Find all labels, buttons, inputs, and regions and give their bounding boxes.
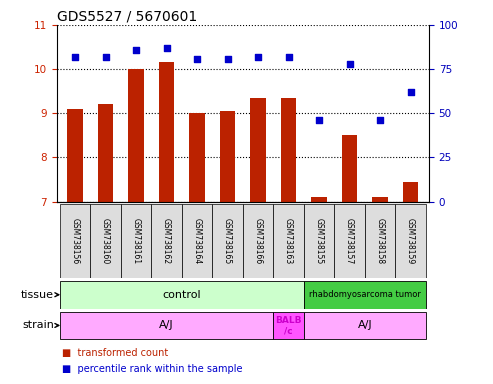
Bar	[212, 204, 243, 278]
Bar	[121, 204, 151, 278]
Text: ■  transformed count: ■ transformed count	[62, 348, 168, 358]
Point	[284, 54, 292, 60]
Bar	[365, 204, 395, 278]
Text: GSM738158: GSM738158	[376, 218, 385, 264]
Bar	[273, 312, 304, 339]
Bar	[304, 312, 426, 339]
Point	[407, 89, 415, 95]
Bar	[250, 98, 266, 202]
Bar	[151, 204, 182, 278]
Bar	[395, 204, 426, 278]
Text: GSM738162: GSM738162	[162, 218, 171, 264]
Text: A/J: A/J	[357, 320, 372, 331]
Text: tissue: tissue	[21, 290, 54, 300]
Text: control: control	[163, 290, 201, 300]
Bar	[304, 204, 334, 278]
Bar	[220, 111, 235, 202]
Text: GSM738155: GSM738155	[315, 218, 323, 264]
Point	[71, 54, 79, 60]
Point	[224, 55, 232, 61]
Text: A/J: A/J	[159, 320, 174, 331]
Text: BALB
/c: BALB /c	[275, 316, 302, 335]
Bar	[159, 63, 174, 202]
Text: GSM738160: GSM738160	[101, 218, 110, 264]
Bar	[68, 109, 83, 202]
Bar	[243, 204, 273, 278]
Text: GSM738166: GSM738166	[253, 218, 263, 264]
Bar	[98, 104, 113, 202]
Bar	[60, 312, 273, 339]
Bar	[334, 204, 365, 278]
Bar	[281, 98, 296, 202]
Point	[163, 45, 171, 51]
Point	[254, 54, 262, 60]
Bar	[312, 197, 327, 202]
Bar	[90, 204, 121, 278]
Point	[193, 55, 201, 61]
Text: GSM738164: GSM738164	[193, 218, 202, 264]
Text: strain: strain	[22, 320, 54, 331]
Text: GDS5527 / 5670601: GDS5527 / 5670601	[57, 10, 197, 24]
Text: rhabdomyosarcoma tumor: rhabdomyosarcoma tumor	[309, 290, 421, 299]
Text: GSM738156: GSM738156	[70, 218, 79, 264]
Text: GSM738161: GSM738161	[132, 218, 141, 264]
Bar	[342, 136, 357, 202]
Point	[376, 117, 384, 123]
Point	[132, 46, 140, 53]
Text: GSM738163: GSM738163	[284, 218, 293, 264]
Bar	[60, 204, 90, 278]
Text: GSM738157: GSM738157	[345, 218, 354, 264]
Text: GSM738165: GSM738165	[223, 218, 232, 264]
Point	[346, 61, 353, 67]
Bar	[373, 197, 387, 202]
Text: GSM738159: GSM738159	[406, 218, 415, 264]
Point	[315, 117, 323, 123]
Bar	[304, 281, 426, 309]
Bar	[189, 113, 205, 202]
Bar	[128, 69, 143, 202]
Bar	[403, 182, 418, 202]
Bar	[273, 204, 304, 278]
Bar	[182, 204, 212, 278]
Text: ■  percentile rank within the sample: ■ percentile rank within the sample	[62, 364, 242, 374]
Point	[102, 54, 109, 60]
Bar	[60, 281, 304, 309]
